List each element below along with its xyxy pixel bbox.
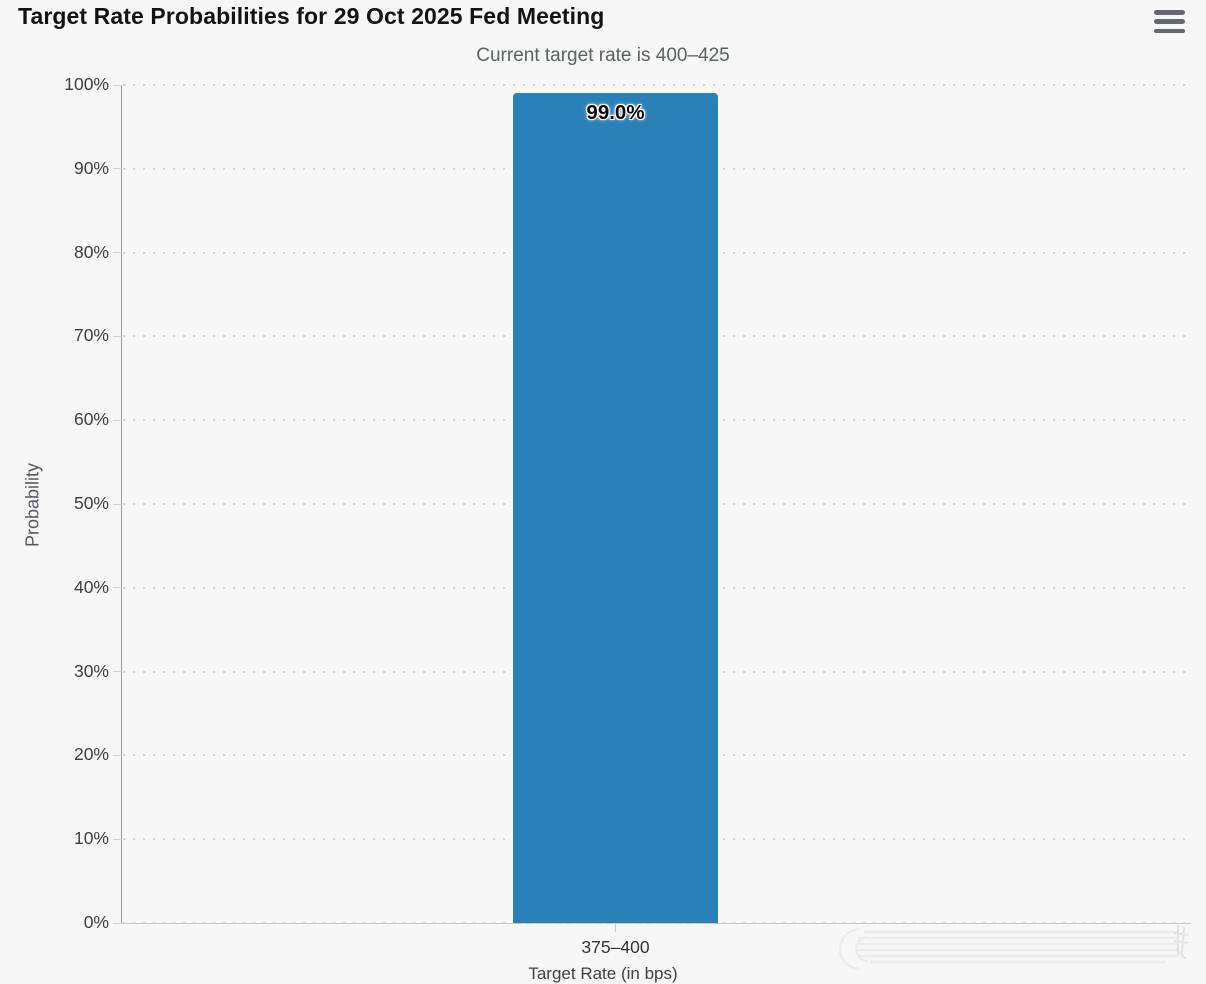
y-axis-tick-label: 50% [73, 493, 109, 513]
y-axis-tick-label: 20% [73, 744, 109, 765]
y-tick-mark [113, 838, 122, 840]
y-axis-tick-label: 30% [73, 660, 109, 681]
page-title: Target Rate Probabilities for 29 Oct 202… [18, 3, 605, 29]
y-tick-mark [113, 503, 122, 505]
chart-context-menu-button[interactable] [1154, 10, 1185, 33]
y-tick-mark [113, 754, 122, 756]
gridline [123, 84, 1191, 87]
y-axis-tick-label: 40% [73, 576, 109, 597]
y-axis-tick-label: 90% [73, 157, 109, 178]
y-axis-tick-label: 10% [73, 828, 109, 849]
y-axis-tick-label: 80% [73, 241, 109, 262]
y-tick-mark [113, 168, 122, 170]
hamburger-icon [1154, 10, 1185, 15]
y-axis-tick-label: 70% [73, 325, 109, 346]
y-tick-mark [113, 419, 122, 421]
y-axis-tick-label: 100% [64, 74, 109, 94]
y-tick-mark [113, 84, 122, 86]
y-axis-tick-label: 60% [73, 409, 109, 430]
y-tick-mark [113, 335, 122, 337]
y-tick-mark [113, 671, 122, 673]
y-tick-mark [113, 587, 122, 589]
y-axis-title: Probability [22, 462, 43, 548]
bar-value-label: 99.0% [586, 101, 645, 125]
x-tick-mark [615, 923, 616, 932]
y-tick-mark [113, 252, 122, 254]
y-tick-mark [113, 922, 122, 924]
y-axis-tick-label: 0% [83, 912, 109, 932]
chart-subtitle: Current target rate is 400–425 [476, 45, 730, 66]
x-axis-title: Target Rate (in bps) [528, 964, 678, 983]
x-axis-category-label: 375–400 [581, 937, 650, 957]
plot-area: 100% 90% 80% 70% 60% 50% 40% 30% 20% 10%… [64, 74, 1191, 957]
probability-bar[interactable]: 99.0% [513, 93, 718, 923]
